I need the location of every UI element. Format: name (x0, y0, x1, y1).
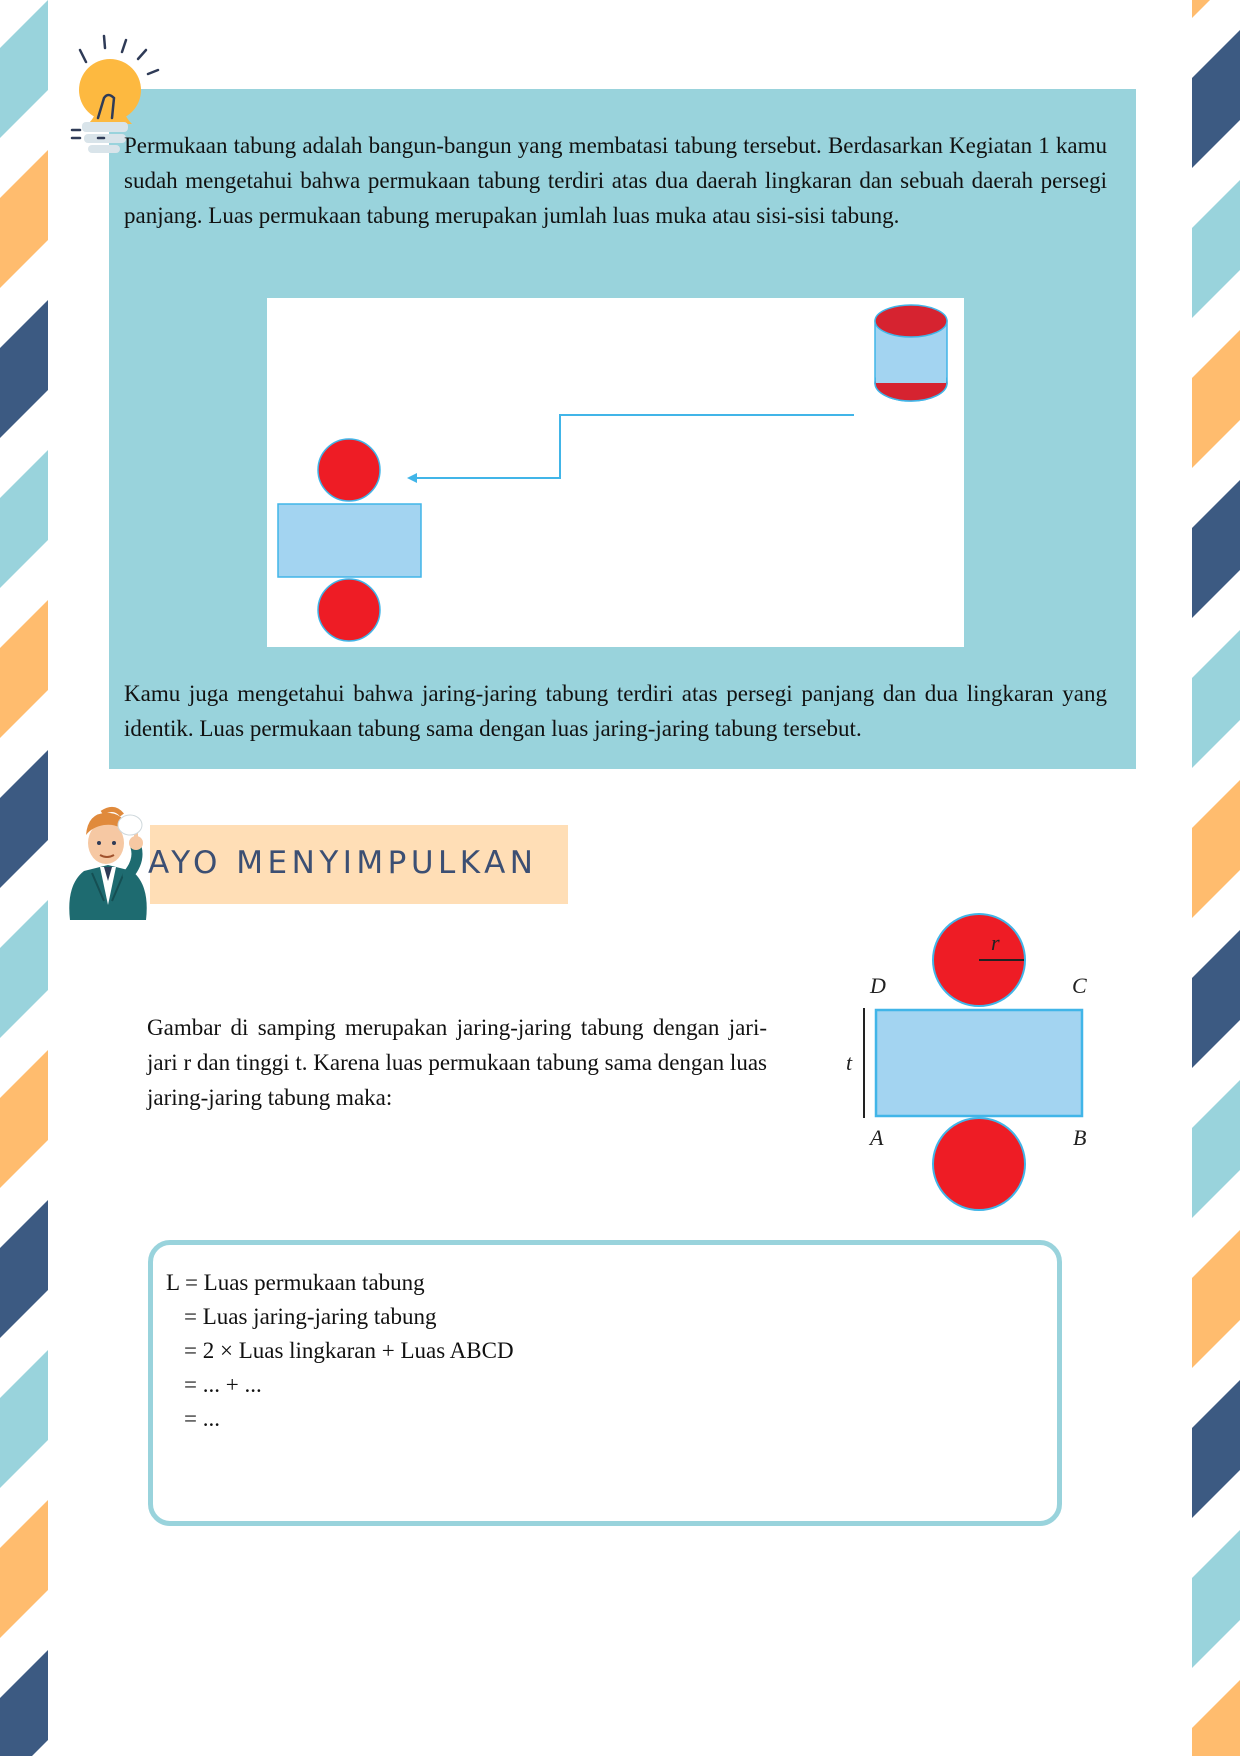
border-stripe (1192, 780, 1240, 918)
border-stripe (0, 1200, 48, 1338)
bottom-circle (932, 1117, 1026, 1211)
right-stripe-border (1192, 0, 1240, 1756)
formula-box (148, 1240, 1062, 1526)
border-stripe (1192, 930, 1240, 1068)
left-stripe-border (0, 0, 48, 1756)
net-paragraph: Kamu juga mengetahui bahwa jaring-jaring… (124, 681, 1107, 741)
formula-line: = Luas jaring-jaring tabung (184, 1304, 437, 1329)
border-stripe (0, 0, 48, 138)
border-stripe (0, 300, 48, 438)
border-stripe (0, 900, 48, 1038)
formula-line: = 2 × Luas lingkaran + Luas ABCD (184, 1338, 514, 1363)
border-stripe (1192, 1380, 1240, 1518)
border-stripe (1192, 30, 1240, 168)
corner-c-label: C (1072, 973, 1087, 998)
border-stripe (0, 150, 48, 288)
cylinder-unfold-figure (267, 298, 964, 647)
border-stripe (0, 450, 48, 588)
border-stripe (0, 1650, 48, 1756)
conclusion-paragraph: Gambar di samping merupakan jaring-jarin… (147, 1015, 767, 1110)
section-title: AYO MENYIMPULKAN (148, 845, 538, 881)
formula-line: = ... (184, 1406, 220, 1431)
radius-label: r (991, 930, 1000, 955)
formula-line: = ... + ... (184, 1372, 262, 1397)
border-stripe (0, 1350, 48, 1488)
unfold-arrow (407, 414, 854, 483)
intro-paragraph: Permukaan tabung adalah bangun-bangun ya… (124, 133, 1107, 228)
border-stripe (0, 750, 48, 888)
border-stripe (0, 600, 48, 738)
border-stripe (0, 1500, 48, 1638)
border-stripe (1192, 630, 1240, 768)
corner-a-label: A (868, 1125, 884, 1150)
corner-b-label: B (1073, 1125, 1086, 1150)
rectangle-abcd (874, 1008, 1084, 1118)
border-stripe (1192, 1080, 1240, 1218)
border-stripe (1192, 0, 1210, 18)
cylinder-shape (874, 304, 948, 402)
formula-line: L = Luas permukaan tabung (166, 1270, 425, 1295)
height-label: t (846, 1050, 853, 1075)
section-header-bar (150, 825, 568, 904)
border-stripe (0, 1050, 48, 1188)
cylinder-net (277, 438, 422, 642)
labeled-net-figure: r t D C A B (846, 913, 1087, 1211)
border-stripe (1192, 1680, 1240, 1756)
corner-d-label: D (869, 973, 886, 998)
teacher-mascot-icon (69, 807, 147, 920)
lightbulb-icon (70, 34, 160, 153)
border-stripe (1192, 330, 1240, 468)
border-stripe (1192, 480, 1240, 618)
border-stripe (1192, 1230, 1240, 1368)
border-stripe (1192, 180, 1240, 318)
border-stripe (1192, 1530, 1240, 1668)
